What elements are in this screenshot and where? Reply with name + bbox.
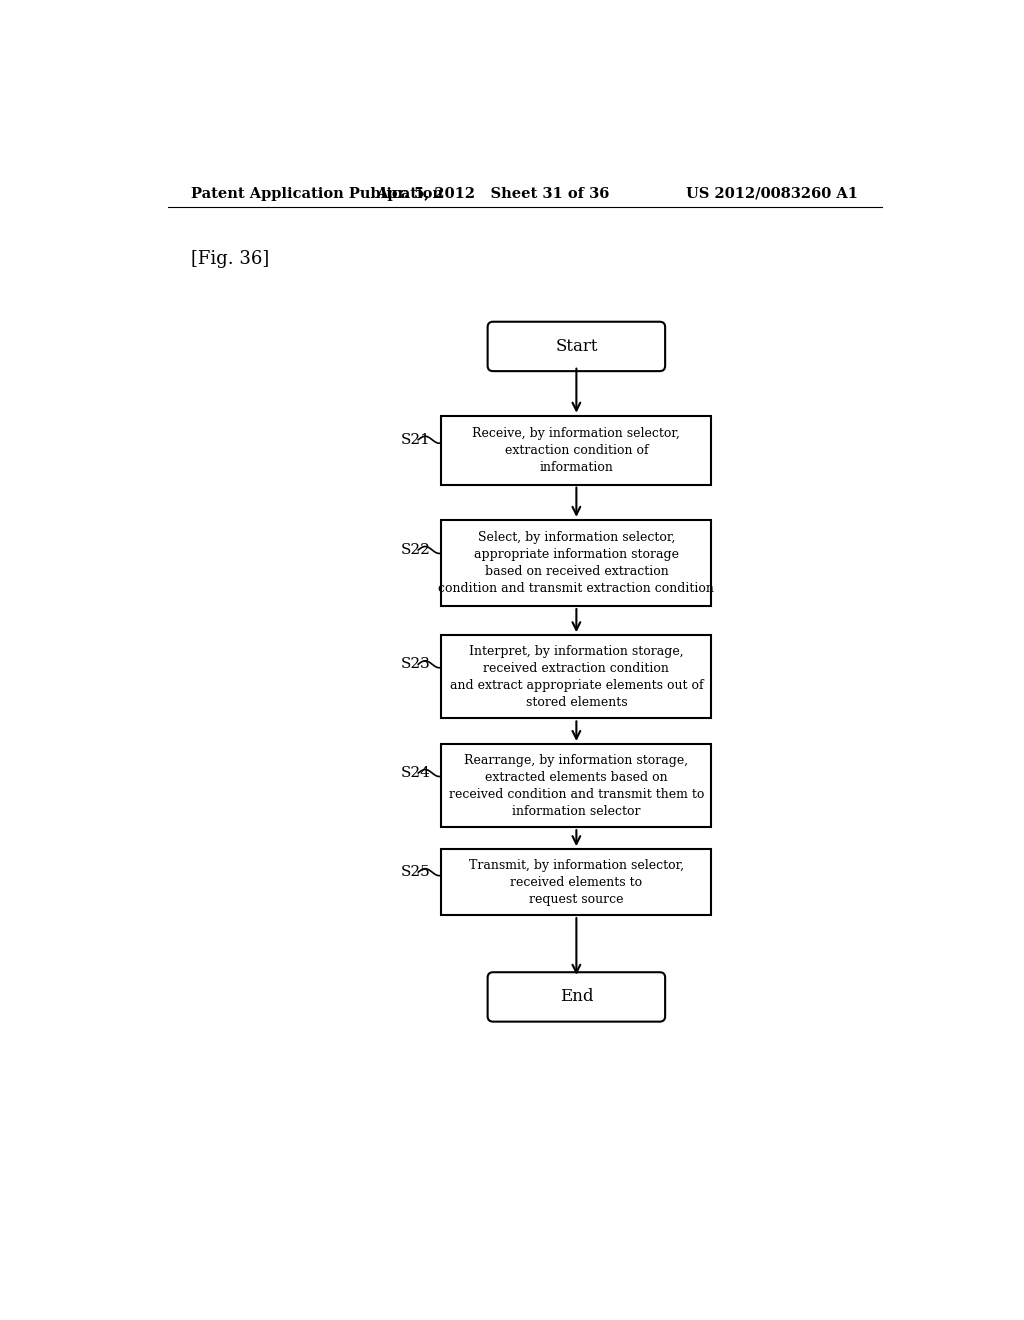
Text: End: End: [560, 989, 593, 1006]
FancyBboxPatch shape: [441, 635, 712, 718]
Text: S25: S25: [401, 865, 431, 879]
Text: [Fig. 36]: [Fig. 36]: [191, 249, 269, 268]
Text: Interpret, by information storage,
received extraction condition
and extract app: Interpret, by information storage, recei…: [450, 644, 703, 709]
Text: Start: Start: [555, 338, 598, 355]
Text: S24: S24: [401, 766, 431, 780]
Text: Apr. 5, 2012   Sheet 31 of 36: Apr. 5, 2012 Sheet 31 of 36: [377, 187, 609, 201]
Text: Select, by information selector,
appropriate information storage
based on receiv: Select, by information selector, appropr…: [438, 531, 715, 595]
Text: S21: S21: [401, 433, 431, 446]
FancyBboxPatch shape: [487, 322, 666, 371]
Text: Receive, by information selector,
extraction condition of
information: Receive, by information selector, extrac…: [472, 426, 680, 474]
FancyBboxPatch shape: [441, 416, 712, 484]
FancyBboxPatch shape: [487, 973, 666, 1022]
FancyBboxPatch shape: [441, 744, 712, 828]
Text: S22: S22: [401, 543, 431, 557]
FancyBboxPatch shape: [441, 520, 712, 606]
Text: S23: S23: [401, 657, 431, 672]
FancyBboxPatch shape: [441, 849, 712, 915]
Text: US 2012/0083260 A1: US 2012/0083260 A1: [686, 187, 858, 201]
Text: Transmit, by information selector,
received elements to
request source: Transmit, by information selector, recei…: [469, 858, 684, 906]
Text: Patent Application Publication: Patent Application Publication: [191, 187, 443, 201]
Text: Rearrange, by information storage,
extracted elements based on
received conditio: Rearrange, by information storage, extra…: [449, 754, 705, 817]
